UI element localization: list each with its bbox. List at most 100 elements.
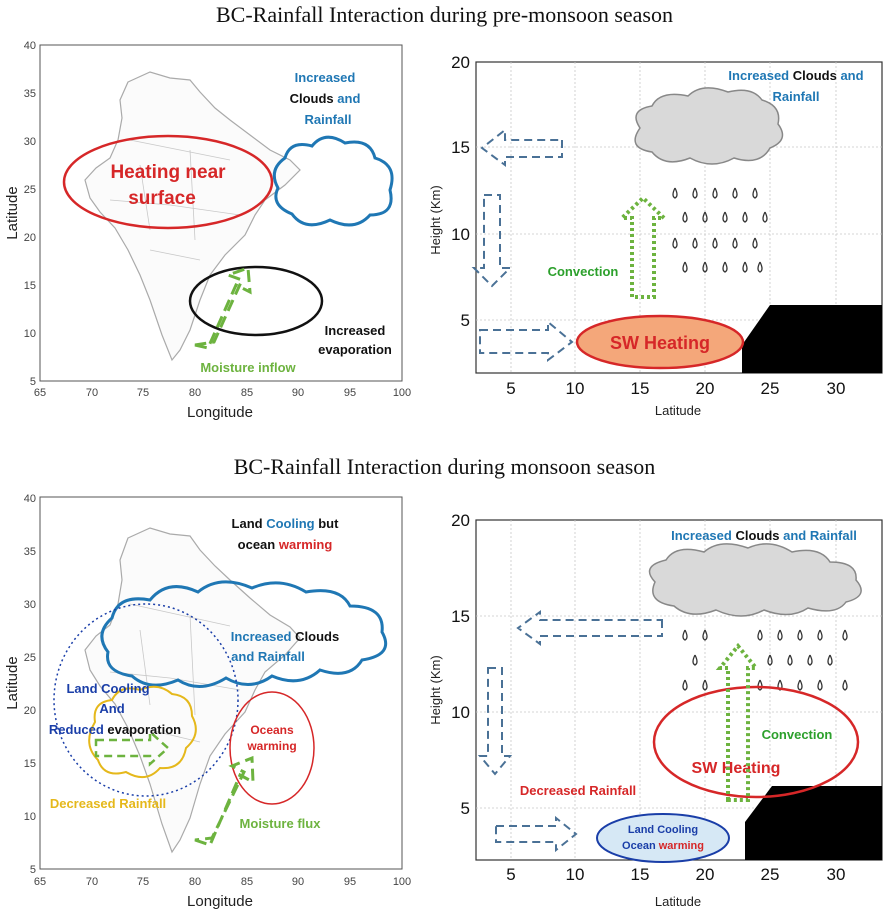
- section2-y-ticks: 5 10 15 20: [451, 511, 470, 818]
- svg-text:15: 15: [451, 138, 470, 157]
- terrain-block-2: [745, 786, 882, 860]
- india-map-outline-2: [84, 527, 301, 854]
- svg-text:100: 100: [393, 876, 411, 888]
- svg-text:70: 70: [86, 387, 98, 399]
- heating-label-1: Heating near: [110, 162, 226, 183]
- section-x-ticks: 5 10 15 20 25 30: [506, 379, 845, 398]
- svg-text:20: 20: [451, 511, 470, 530]
- svg-text:5: 5: [506, 865, 515, 884]
- svg-text:95: 95: [344, 387, 356, 399]
- svg-text:20: 20: [24, 232, 36, 244]
- svg-text:40: 40: [24, 493, 36, 505]
- india-map-outline: [84, 71, 301, 362]
- monsoon-section-panel: 5 10 15 20 25 30 5 10 15 20 Latitude Hei…: [428, 511, 883, 909]
- evap-label-1: Increased: [325, 323, 386, 338]
- mon-map-oceans-1: Oceans: [250, 723, 294, 737]
- svg-text:40: 40: [24, 40, 36, 52]
- mon-arrow-right-lower: [495, 815, 578, 853]
- svg-text:10: 10: [451, 225, 470, 244]
- mon-land-cooling-ellipse: [596, 813, 730, 863]
- india-internal-borders-2: [109, 603, 241, 743]
- pre-sw-heating-ellipse: [575, 314, 745, 370]
- svg-text:30: 30: [24, 599, 36, 611]
- map-y-label: Latitude: [4, 186, 21, 239]
- moisture-inflow-arrow: [194, 265, 252, 350]
- mon-convection-arrow: [715, 642, 761, 802]
- mon-map-green-arrow-1: [94, 729, 170, 767]
- svg-text:30: 30: [24, 136, 36, 148]
- svg-text:70: 70: [86, 876, 98, 888]
- map-x-ticks: 65 70 75 80 85 90 95 100: [34, 387, 411, 399]
- svg-text:20: 20: [696, 379, 715, 398]
- svg-text:75: 75: [137, 876, 149, 888]
- mon-section-raindrops: [682, 629, 848, 691]
- mon-sw-heating-label: SW Heating: [692, 760, 781, 777]
- svg-text:5: 5: [461, 311, 470, 330]
- pre-convection-label: Convection: [548, 264, 619, 279]
- svg-text:30: 30: [827, 865, 846, 884]
- pre-map-cloud-text-3: Rainfall: [305, 112, 352, 127]
- mon-map-land-cooling-1: Land Cooling: [66, 681, 149, 696]
- section2-x-label: Latitude: [655, 894, 701, 909]
- mon-map-cloud-text-2: and Rainfall: [231, 649, 305, 664]
- mon-section-decreased-label: Decreased Rainfall: [520, 783, 636, 798]
- mon-arrow-left-upper: [516, 610, 663, 646]
- top-title: BC-Rainfall Interaction during pre-monso…: [215, 2, 673, 27]
- pre-arrow-down: [471, 194, 513, 288]
- mon-map-land-text: Land Cooling but: [232, 516, 340, 531]
- map2-x-ticks: 65 70 75 80 85 90 95 100: [34, 876, 411, 888]
- svg-text:90: 90: [292, 876, 304, 888]
- svg-text:15: 15: [631, 379, 650, 398]
- mon-arrow-down: [477, 667, 513, 776]
- pre-arrow-left-upper: [480, 127, 563, 167]
- svg-text:85: 85: [241, 876, 253, 888]
- terrain-block: [742, 305, 882, 373]
- svg-text:65: 65: [34, 876, 46, 888]
- svg-text:20: 20: [696, 865, 715, 884]
- svg-text:35: 35: [24, 88, 36, 100]
- svg-text:20: 20: [451, 53, 470, 72]
- svg-text:10: 10: [24, 328, 36, 340]
- pre-section-raindrops: [672, 187, 768, 273]
- svg-text:35: 35: [24, 546, 36, 558]
- section-x-label: Latitude: [655, 403, 701, 418]
- mon-map-cloud-text-1: Increased Clouds: [231, 629, 339, 644]
- mon-convection-label: Convection: [762, 727, 833, 742]
- mon-map-yellow-cloud: [88, 685, 197, 779]
- svg-text:30: 30: [827, 379, 846, 398]
- bottom-title: BC-Rainfall Interaction during monsoon s…: [233, 454, 656, 479]
- pre-monsoon-map-panel: 65 70 75 80 85 90 95 100 5 10 15 20 25 3…: [4, 40, 411, 421]
- svg-text:10: 10: [566, 379, 585, 398]
- svg-text:100: 100: [393, 387, 411, 399]
- svg-text:10: 10: [566, 865, 585, 884]
- svg-text:5: 5: [30, 376, 36, 388]
- svg-text:20: 20: [24, 705, 36, 717]
- svg-text:10: 10: [24, 811, 36, 823]
- svg-text:5: 5: [506, 379, 515, 398]
- india-internal-borders: [109, 139, 241, 261]
- svg-text:25: 25: [761, 379, 780, 398]
- svg-text:5: 5: [461, 799, 470, 818]
- moisture-inflow-label: Moisture inflow: [200, 360, 296, 375]
- mon-map-ocean-text: ocean warming: [238, 537, 333, 552]
- pre-map-cloud-text-1: Increased: [295, 70, 356, 85]
- monsoon-map-panel: 65 70 75 80 85 90 95 100 5 10 15 20 25 3…: [4, 493, 411, 910]
- svg-text:80: 80: [189, 387, 201, 399]
- svg-text:25: 25: [24, 184, 36, 196]
- mon-map-oceans-2: warming: [246, 739, 296, 753]
- section-y-label: Height (Km): [428, 185, 443, 254]
- mon-map-oceans-ellipse: [229, 691, 315, 805]
- mon-map-moisture-label: Moisture flux: [240, 816, 322, 831]
- mon-section-clouds-text: Increased Clouds and Rainfall: [671, 528, 857, 543]
- svg-text:75: 75: [137, 387, 149, 399]
- pre-map-cloud-text-2: Clouds and: [290, 91, 361, 106]
- svg-text:5: 5: [30, 864, 36, 876]
- svg-text:80: 80: [189, 876, 201, 888]
- heating-ellipse: [62, 134, 274, 230]
- mon-land-cooling-label-2: Ocean warming: [622, 840, 704, 852]
- map2-y-ticks: 5 10 15 20 25 30 35 40: [24, 493, 36, 876]
- svg-text:90: 90: [292, 387, 304, 399]
- mon-map-land-cooling-3: Reduced evaporation: [49, 722, 181, 737]
- mon-map-land-cooling-2: And: [99, 701, 124, 716]
